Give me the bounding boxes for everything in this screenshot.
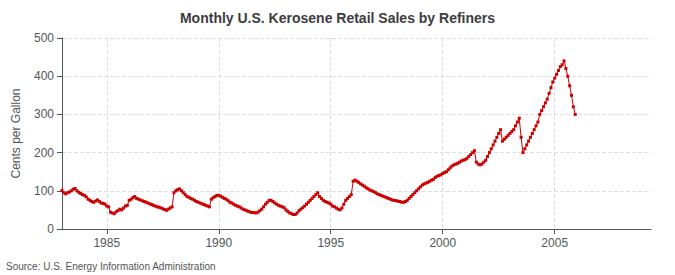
svg-text:400: 400	[34, 69, 54, 83]
svg-text:100: 100	[34, 184, 54, 198]
svg-text:500: 500	[34, 31, 54, 45]
svg-text:Cents per Gallon: Cents per Gallon	[9, 88, 23, 178]
svg-text:1985: 1985	[93, 236, 120, 250]
svg-text:2005: 2005	[541, 236, 568, 250]
svg-text:0: 0	[47, 222, 54, 236]
svg-text:1995: 1995	[317, 236, 344, 250]
svg-text:200: 200	[34, 146, 54, 160]
svg-text:1990: 1990	[205, 236, 232, 250]
svg-text:2000: 2000	[429, 236, 456, 250]
svg-text:Monthly U.S. Kerosene Retail S: Monthly U.S. Kerosene Retail Sales by Re…	[180, 10, 495, 26]
svg-text:Source: U.S. Energy Informatio: Source: U.S. Energy Information Administ…	[6, 261, 216, 272]
svg-text:300: 300	[34, 107, 54, 121]
